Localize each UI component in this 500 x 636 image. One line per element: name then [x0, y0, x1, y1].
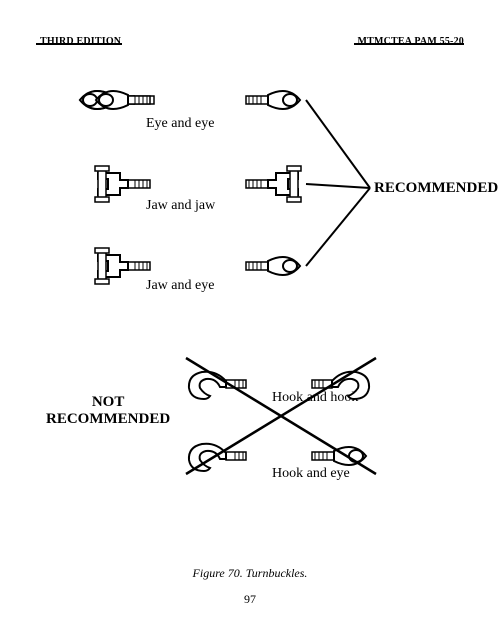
label-hook-and-eye: Hook and eye: [272, 466, 350, 481]
bracket-recommended: [306, 100, 370, 266]
label-eye-and-eye: Eye and eye: [146, 116, 214, 131]
page-number: 97: [0, 592, 500, 607]
figure-caption: Figure 70. Turnbuckles.: [0, 566, 500, 581]
label-jaw-and-eye: Jaw and eye: [146, 278, 214, 293]
page: THIRD EDITION MTMCTEA PAM 55-20 Eye and …: [0, 0, 500, 636]
header-right: MTMCTEA PAM 55-20: [348, 36, 464, 47]
header-left: THIRD EDITION: [40, 36, 121, 47]
label-not-recommended: NOT RECOMMENDED: [46, 394, 170, 427]
label-jaw-and-jaw: Jaw and jaw: [146, 198, 215, 213]
row-eye-and-eye: [80, 91, 188, 109]
cross-x: [186, 358, 376, 474]
label-hook-and-hook: Hook and hook: [272, 390, 358, 405]
turnbuckle-diagram: [0, 0, 500, 636]
label-recommended: RECOMMENDED: [374, 180, 498, 197]
